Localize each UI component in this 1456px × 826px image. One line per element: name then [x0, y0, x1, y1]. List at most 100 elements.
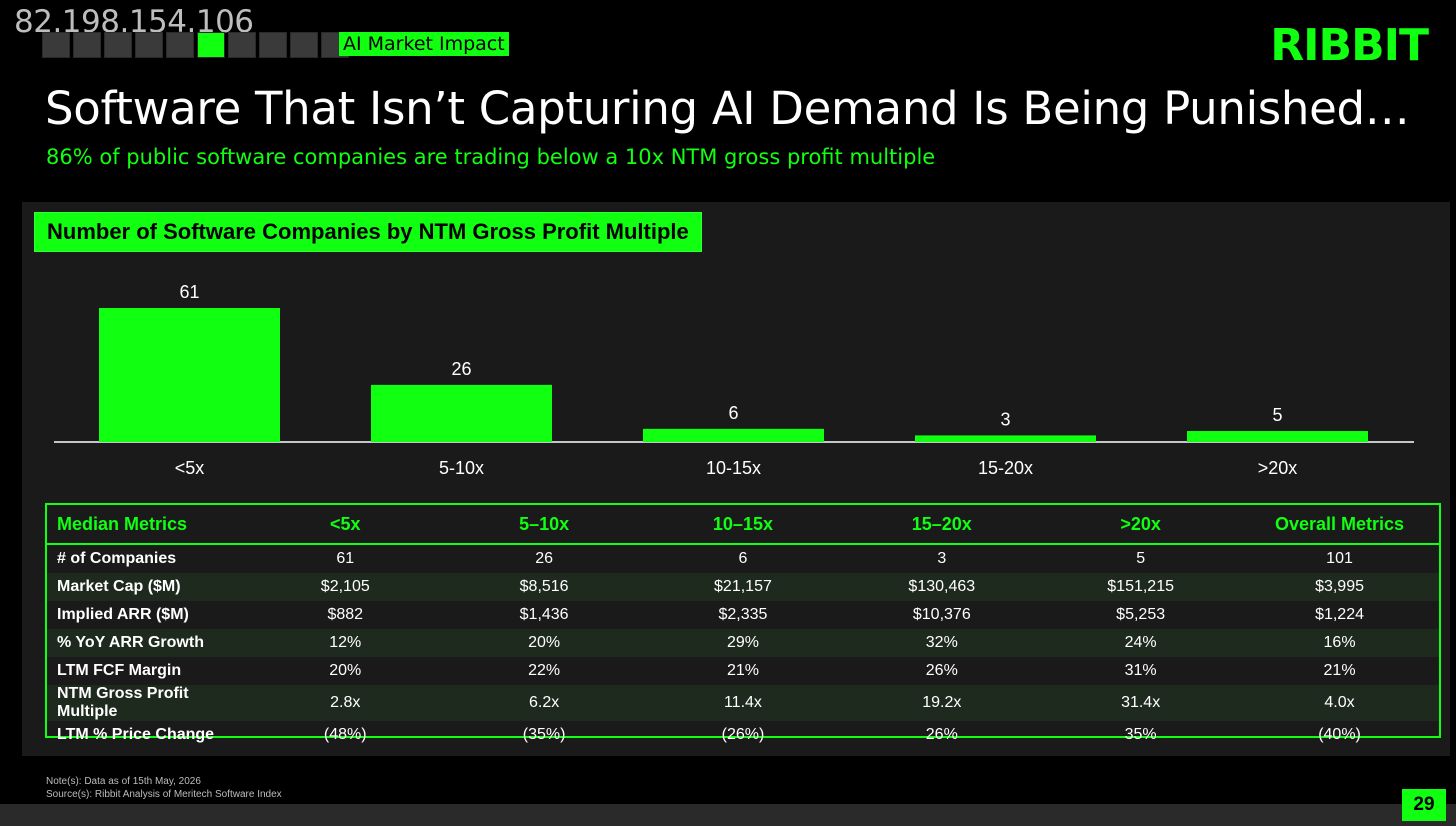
chart-title: Number of Software Companies by NTM Gros… [34, 212, 702, 252]
table-cell: 11.4x [643, 685, 843, 721]
bar-chart: 61 <5x 26 5-10x 6 10-15x 3 15-20x 5 >20x [54, 282, 1414, 478]
progress-segment [197, 32, 225, 58]
page-title: Software That Isn’t Capturing AI Demand … [45, 82, 1410, 135]
table-cell: 3 [937, 550, 947, 567]
table-cell: $882 [327, 606, 364, 623]
footnotes: Note(s): Data as of 15th May, 2026 Sourc… [46, 775, 282, 801]
data-label: 61 [179, 282, 199, 302]
table-cell: 24% [1041, 629, 1241, 657]
table-cell: 19.2x [842, 685, 1042, 721]
progress-segment [166, 32, 194, 58]
table-cell: 26% [925, 726, 958, 743]
note-text: Note(s): Data as of 15th May, 2026 [46, 776, 201, 787]
table-row: LTM FCF Margin 20% 22% 21% 26% 31% 21% [47, 657, 1439, 685]
table-row: Implied ARR ($M) $882 $1,436 $2,335 $10,376 $… [47, 601, 1439, 629]
table-cell: 26 [535, 550, 553, 567]
column-header: <5x [245, 505, 445, 545]
content-panel [22, 202, 1450, 756]
page-subtitle: 86% of public software companies are tra… [46, 145, 936, 169]
table-cell: $1,436 [519, 606, 569, 623]
row-label: NTM Gross Profit Multiple [47, 685, 246, 721]
category-label: 15-20x [978, 458, 1033, 478]
data-label: 3 [1000, 409, 1010, 429]
progress-segment [228, 32, 256, 58]
table-cell: 12% [245, 629, 445, 657]
table-cell: 6 [738, 550, 748, 567]
table-cell: 101 [1326, 550, 1353, 567]
category-label: >20x [1258, 458, 1298, 478]
progress-segment [290, 32, 318, 58]
table-cell: 21% [726, 662, 759, 679]
progress-segment [259, 32, 287, 58]
section-progress [42, 32, 349, 58]
table-cell: 31.4x [1041, 685, 1241, 721]
table-cell: $2,105 [245, 573, 445, 601]
bar [915, 435, 1096, 442]
bar [1187, 431, 1368, 442]
table-cell: 29% [643, 629, 843, 657]
data-label: 5 [1272, 405, 1282, 425]
table-cell: 21% [1323, 662, 1356, 679]
table-row: NTM Gross Profit Multiple 2.8x 6.2x 11.4x 19… [47, 685, 1439, 721]
column-header: 10–15x [643, 505, 843, 545]
metrics-table: Median Metrics <5x 5–10x 10–15x 15–20x >20x Ov… [45, 503, 1441, 743]
table-cell: 35% [1124, 726, 1157, 743]
table-cell: $8,516 [444, 573, 644, 601]
table-cell: 31% [1124, 662, 1157, 679]
page-number: 29 [1402, 789, 1446, 821]
table-row: # of Companies 61 26 6 3 5 101 [47, 544, 1439, 573]
progress-segment [104, 32, 132, 58]
table-cell: 20% [329, 662, 362, 679]
category-label: <5x [175, 458, 205, 478]
table-cell: $130,463 [842, 573, 1042, 601]
table-cell: (40%) [1318, 726, 1361, 743]
metrics-header-row: Median Metrics <5x 5–10x 10–15x 15–20x >20x Ov… [47, 505, 1439, 545]
table-cell: (35%) [522, 726, 566, 743]
table-cell: 32% [842, 629, 1042, 657]
table-cell: 4.0x [1240, 685, 1439, 721]
table-cell: $10,376 [912, 606, 971, 623]
section-tag: AI Market Impact [339, 32, 509, 56]
table-cell: $5,253 [1116, 606, 1166, 623]
column-header: >20x [1041, 505, 1241, 545]
bar [99, 308, 280, 442]
row-label: LTM FCF Margin [57, 662, 182, 679]
row-label: # of Companies [57, 550, 177, 567]
table-cell: 61 [336, 550, 355, 567]
progress-segment [135, 32, 163, 58]
bottom-bar [0, 804, 1456, 826]
table-cell: 16% [1240, 629, 1439, 657]
bar [643, 428, 824, 442]
category-label: 10-15x [706, 458, 761, 478]
row-label: % YoY ARR Growth [47, 629, 246, 657]
table-cell: $21,157 [643, 573, 843, 601]
source-text: Source(s): Ribbit Analysis of Meritech S… [46, 789, 282, 800]
table-cell: 26% [925, 662, 958, 679]
column-header: 15–20x [842, 505, 1042, 545]
table-cell: $151,215 [1041, 573, 1241, 601]
table-cell: $2,335 [718, 606, 768, 623]
table-cell: 22% [528, 662, 561, 679]
table-cell: (26%) [721, 726, 765, 743]
category-label: 5-10x [439, 458, 484, 478]
table-cell: $1,224 [1315, 606, 1364, 623]
table-cell: 20% [444, 629, 644, 657]
table-cell: $3,995 [1240, 573, 1439, 601]
progress-segment [73, 32, 101, 58]
row-label: LTM % Price Change [57, 726, 215, 743]
table-cell: (48%) [323, 726, 367, 743]
column-header: 5–10x [444, 505, 644, 545]
column-header: Median Metrics [47, 505, 246, 545]
column-header: Overall Metrics [1240, 505, 1439, 545]
row-label: Implied ARR ($M) [57, 606, 189, 623]
progress-segment [42, 32, 70, 58]
data-label: 6 [728, 403, 738, 423]
bar [371, 384, 552, 442]
table-cell: 6.2x [444, 685, 644, 721]
table-cell: 5 [1136, 550, 1146, 567]
table-row: LTM % Price Change (48%) (35%) (26%) 26% 35% (… [47, 721, 1439, 749]
ribbit-logo: RIBBIT [1270, 20, 1429, 71]
table-cell: 2.8x [245, 685, 445, 721]
data-label: 26 [451, 359, 471, 379]
table-row: % YoY ARR Growth 12% 20% 29% 32% 24% 16% [47, 629, 1439, 657]
